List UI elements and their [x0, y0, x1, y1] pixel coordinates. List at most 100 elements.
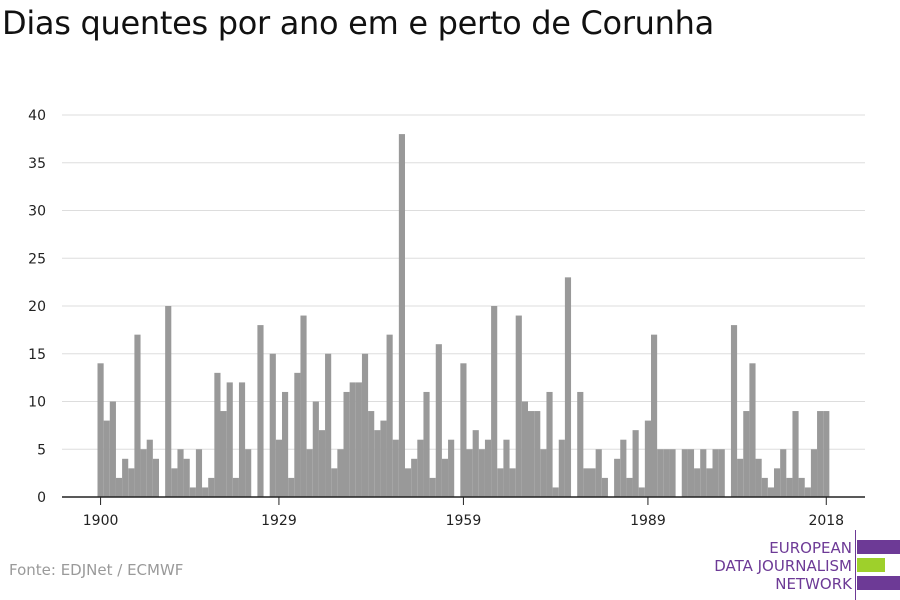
bar-1946: [380, 420, 387, 497]
bar-2010: [774, 468, 781, 497]
bar-1918: [208, 477, 215, 497]
bar-1924: [245, 449, 252, 497]
bar-2018: [823, 411, 830, 497]
y-tick-label: 15: [28, 347, 46, 363]
bar-1976: [564, 277, 572, 497]
bar-2007: [755, 458, 762, 497]
bar-1900: [97, 363, 104, 497]
chart-title: Dias quentes por ano em e perto de Corun…: [2, 4, 714, 42]
bar-2006: [749, 363, 756, 497]
bar-1926: [257, 325, 264, 497]
bar-2008: [761, 477, 768, 497]
bar-1991: [657, 449, 664, 497]
bar-1903: [115, 477, 123, 497]
bar-1975: [558, 439, 565, 497]
bar-1902: [109, 401, 116, 497]
bar-1993: [669, 449, 676, 497]
bar-1906: [134, 334, 141, 497]
logo-line-2: DATA JOURNALISM: [714, 557, 852, 575]
bar-1971: [534, 411, 541, 497]
bar-1938: [331, 468, 338, 497]
bar-1972: [540, 449, 547, 497]
bar-1941: [349, 382, 356, 497]
logo-divider: [855, 530, 856, 600]
bar-1984: [614, 458, 621, 497]
bar-2004: [737, 458, 744, 497]
y-tick-label: 40: [28, 108, 46, 124]
bar-2009: [767, 487, 774, 497]
logo-bar-middle: [857, 558, 885, 572]
source-note: Fonte: EDJNet / ECMWF: [9, 561, 184, 579]
y-tick-label: 30: [28, 204, 46, 220]
bar-1943: [361, 353, 369, 497]
bar-1998: [700, 449, 707, 497]
bar-2016: [810, 449, 818, 497]
bar-2003: [730, 325, 738, 497]
bar-2001: [718, 449, 725, 497]
x-tick-label: 1900: [83, 513, 119, 529]
bar-1962: [478, 449, 485, 497]
bar-1954: [429, 477, 436, 497]
bar-1945: [374, 430, 381, 497]
bar-1901: [103, 420, 110, 497]
bar-1933: [300, 315, 307, 497]
y-tick-label: 10: [28, 395, 46, 411]
bar-1961: [472, 430, 479, 497]
bar-1989: [644, 420, 651, 497]
y-tick-label: 5: [37, 442, 46, 458]
bar-2015: [804, 487, 811, 497]
bar-1967: [509, 468, 516, 497]
y-axis-labels: 0 5 10 15 20 25 30 35 40: [28, 108, 46, 506]
bar-1980: [589, 468, 596, 497]
bar-1986: [626, 477, 633, 497]
bar-2013: [792, 411, 799, 497]
bar-1988: [638, 487, 645, 497]
bar-1922: [232, 477, 239, 497]
bar-1920: [220, 411, 227, 497]
bar-1923: [238, 382, 246, 497]
logo-bar-top: [857, 540, 900, 554]
bar-1916: [195, 449, 203, 497]
edjnet-logo: EUROPEAN DATA JOURNALISM NETWORK: [700, 530, 900, 600]
bar-1935: [312, 401, 319, 497]
bar-1913: [177, 449, 184, 497]
bar-1969: [521, 401, 528, 497]
bar-1951: [411, 458, 418, 497]
bar-1953: [423, 391, 430, 497]
bar-2005: [743, 411, 750, 497]
bar-2000: [712, 449, 719, 497]
bar-1940: [343, 391, 350, 497]
bar-1917: [202, 487, 209, 497]
bar-1914: [183, 458, 190, 497]
logo-bar-bottom: [857, 576, 900, 590]
bar-1949: [398, 134, 405, 497]
bar-1992: [663, 449, 670, 497]
bar-1912: [171, 468, 178, 497]
bar-1908: [146, 439, 153, 497]
bar-1985: [620, 439, 627, 497]
bar-1968: [515, 315, 522, 497]
x-axis-labels: 1900 1929 1959 1989 2018: [83, 497, 844, 529]
bar-1932: [294, 372, 301, 497]
y-tick-label: 35: [28, 156, 46, 172]
bar-1904: [122, 458, 129, 497]
bar-1939: [337, 449, 344, 497]
bar-1964: [491, 306, 498, 497]
logo-line-1: EUROPEAN: [769, 539, 852, 557]
bar-1947: [386, 334, 393, 497]
bar-1995: [681, 449, 688, 497]
logo-line-3: NETWORK: [775, 575, 852, 593]
bar-1919: [214, 372, 221, 497]
bar-1942: [355, 382, 362, 497]
bar-2014: [798, 477, 805, 497]
bar-1928: [269, 353, 276, 497]
bar-1960: [466, 449, 473, 497]
bar-1955: [435, 344, 442, 497]
bar-1952: [417, 439, 424, 497]
x-tick-label: 1929: [261, 513, 297, 529]
bar-2012: [786, 477, 793, 497]
bar-1948: [392, 439, 399, 497]
bar-2011: [780, 449, 787, 497]
bar-1996: [687, 449, 695, 497]
bar-1921: [226, 382, 233, 497]
